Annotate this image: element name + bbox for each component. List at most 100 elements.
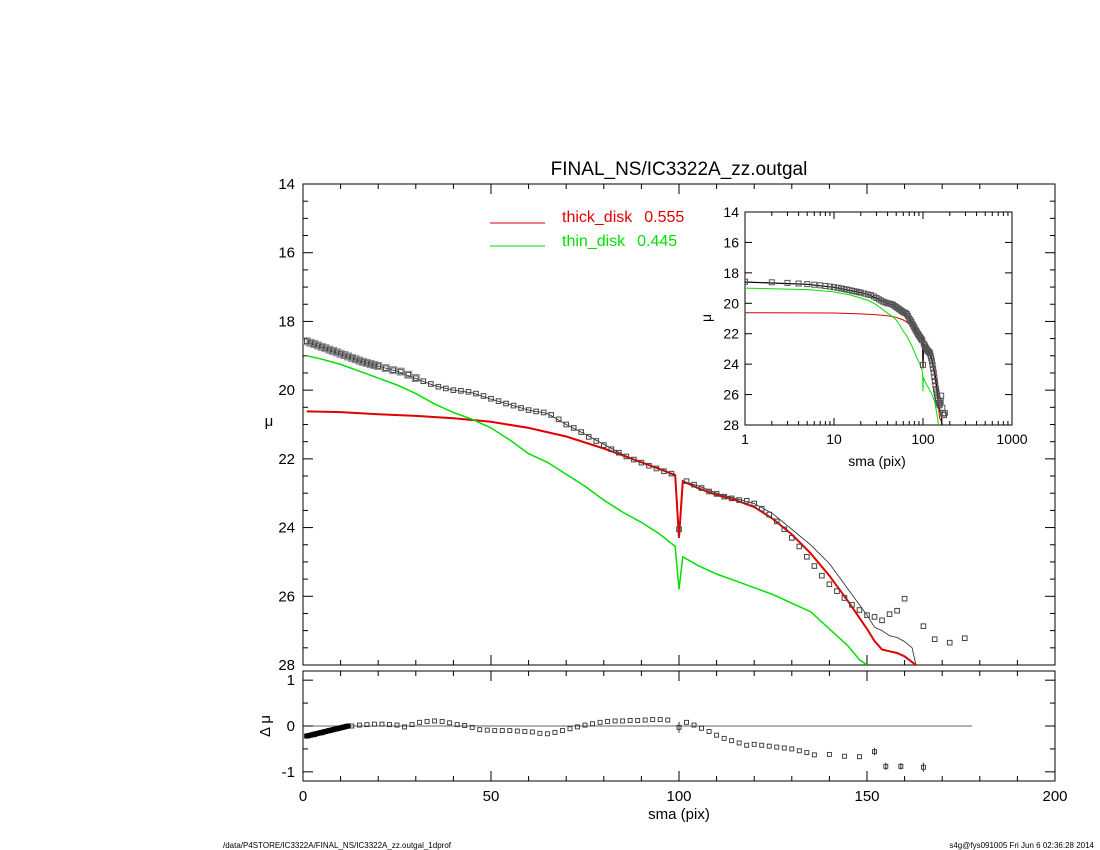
residual-point	[575, 724, 580, 730]
thin-disk-line	[306, 355, 868, 665]
residual-point	[492, 728, 498, 734]
inset-y-tick-label: 20	[723, 295, 739, 311]
residual-point	[642, 717, 648, 723]
residual-point	[432, 718, 438, 724]
residual-point	[529, 729, 535, 735]
inset-observed-point	[929, 361, 936, 368]
inset-y-axis-title: μ	[698, 314, 714, 322]
residual-point	[744, 742, 750, 748]
inset-observed-point	[940, 412, 947, 419]
inset-x-tick-label: 10	[826, 431, 842, 447]
residual-point	[447, 720, 453, 726]
inset-observed-point	[861, 290, 868, 297]
y-tick-label: 18	[278, 313, 295, 330]
observed-point	[751, 500, 758, 507]
inset-observed-point	[857, 289, 864, 296]
observed-point	[834, 588, 840, 594]
observed-point	[608, 446, 615, 453]
residual-point	[706, 729, 712, 734]
observed-point	[480, 393, 487, 399]
observed-point	[503, 400, 509, 407]
observed-point	[894, 607, 900, 614]
observed-point	[420, 378, 427, 385]
residual-point	[789, 746, 795, 752]
observed-point	[856, 607, 863, 613]
observed-point	[946, 639, 953, 646]
inset-observed-point	[745, 278, 748, 285]
inset-observed-point	[928, 358, 935, 365]
inset-y-tick-label: 26	[723, 387, 739, 403]
residual-point	[552, 729, 558, 735]
observed-point	[397, 368, 404, 375]
residual-point	[424, 718, 430, 724]
inset-curves	[745, 278, 948, 425]
residual-point	[605, 718, 611, 724]
observed-point	[525, 407, 532, 413]
observed-point	[864, 612, 870, 618]
residual-point	[714, 732, 720, 738]
observed-point	[796, 543, 803, 550]
residual-point	[736, 740, 742, 746]
residual-point	[590, 721, 595, 727]
inset-y-tick-label: 18	[723, 265, 739, 281]
inset-observed-point	[931, 374, 938, 381]
observed-point	[465, 389, 472, 395]
observed-point	[691, 481, 697, 488]
residual-point	[439, 718, 445, 724]
observed-point	[698, 485, 705, 491]
residual-point	[537, 730, 543, 736]
observed-point	[450, 387, 457, 393]
inset-panel: 14 16 18 20 22 24 26 281 10 100 1000	[723, 204, 1027, 447]
chart-title: FINAL_NS/IC3322A_zz.outgal	[551, 159, 808, 180]
inset-observed-point	[795, 280, 802, 287]
inset-x-tick-label: 1	[741, 431, 749, 447]
residual-point	[699, 725, 705, 731]
observed-point	[570, 425, 577, 431]
observed-point	[443, 385, 449, 392]
inset-y-tick-label: 22	[723, 326, 739, 342]
observed-point	[405, 371, 412, 378]
inset-thin-disk-line	[745, 287, 940, 425]
x-tick-label: 200	[1042, 788, 1067, 805]
observed-point	[548, 412, 554, 418]
observed-point	[585, 434, 592, 440]
observed-point	[661, 468, 667, 475]
residual-point	[544, 731, 550, 737]
observed-point	[578, 429, 585, 435]
residual-panel: 10-10 50 100 150 200	[282, 670, 1068, 805]
footer-stamp: s4g@fys091005 Fri Jun 6 02:36:28 2014	[949, 841, 1094, 850]
inset-observed-point	[864, 291, 871, 298]
legend-label-thin-disk: thin_disk 0.445	[562, 233, 677, 250]
observed-point	[804, 553, 810, 560]
observed-point	[428, 381, 434, 387]
inset-observed-point	[920, 361, 926, 368]
inset-observed-point	[928, 355, 935, 362]
main-curves	[303, 337, 968, 665]
x-tick-label: 100	[666, 788, 691, 805]
inset-x-tick-label: 100	[911, 431, 935, 447]
residual-point	[721, 735, 727, 741]
observed-point	[646, 462, 652, 469]
observed-point	[706, 488, 712, 495]
observed-point	[819, 572, 825, 579]
y-tick-label: 26	[278, 588, 295, 605]
residual-point	[650, 717, 656, 723]
residual-point	[364, 722, 370, 728]
residual-point	[409, 722, 415, 728]
residual-y-tick-label: 0	[287, 718, 295, 735]
residual-point	[627, 718, 633, 723]
residual-point	[379, 721, 385, 727]
y-tick-label: 20	[278, 382, 295, 399]
residual-point	[691, 722, 697, 728]
residual-point	[417, 719, 423, 725]
inset-observed-point	[882, 299, 889, 306]
residual-point	[477, 727, 483, 733]
observed-point	[374, 362, 383, 370]
residual-point	[811, 752, 817, 758]
residual-point	[394, 722, 400, 728]
x-tick-label: 150	[854, 788, 879, 805]
observed-point	[488, 395, 494, 402]
residual-point	[462, 723, 468, 728]
residual-point	[567, 726, 573, 732]
y-axis-title: μ	[265, 413, 274, 430]
